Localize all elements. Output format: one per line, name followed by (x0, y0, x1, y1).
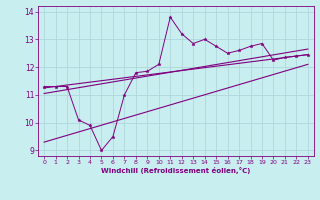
X-axis label: Windchill (Refroidissement éolien,°C): Windchill (Refroidissement éolien,°C) (101, 167, 251, 174)
